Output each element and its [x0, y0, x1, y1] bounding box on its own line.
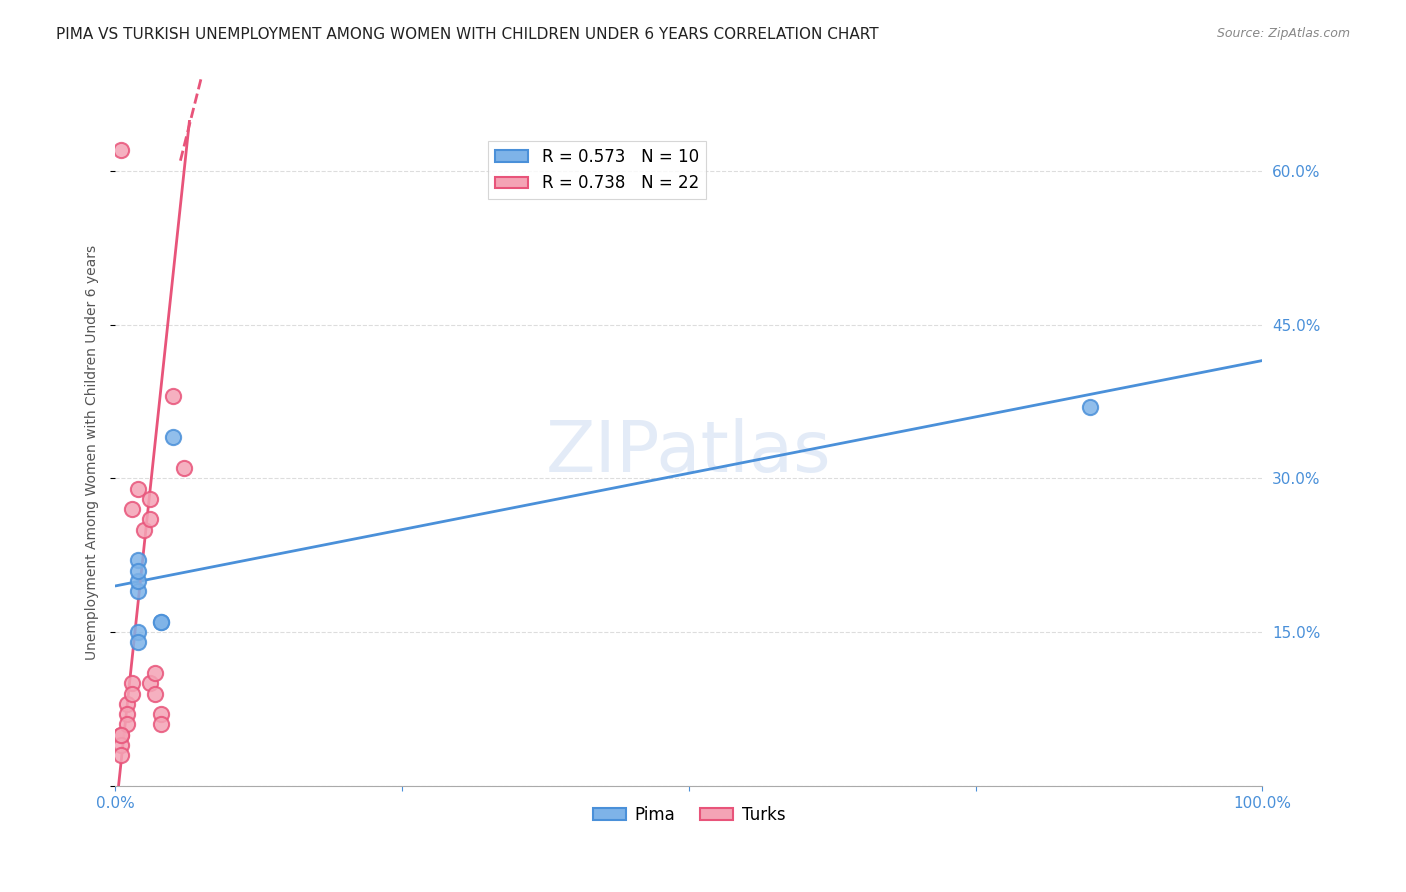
Text: ZIPatlas: ZIPatlas [546, 418, 832, 487]
Text: Source: ZipAtlas.com: Source: ZipAtlas.com [1216, 27, 1350, 40]
Point [162, 430, 184, 444]
Y-axis label: Unemployment Among Women with Children Under 6 years: Unemployment Among Women with Children U… [86, 245, 100, 660]
Point [138, 676, 160, 690]
Point [150, 615, 173, 629]
Point [173, 461, 195, 475]
Point [110, 738, 132, 752]
Point [150, 717, 173, 731]
Point [145, 666, 167, 681]
Point [138, 491, 160, 506]
Legend: Pima, Turks: Pima, Turks [586, 799, 792, 830]
Point [110, 144, 132, 158]
Point [138, 512, 160, 526]
Point [110, 747, 132, 762]
Point [1080, 400, 1102, 414]
Point [127, 635, 149, 649]
Point [110, 727, 132, 741]
Point [121, 502, 143, 516]
Point [127, 584, 149, 599]
Point [127, 482, 149, 496]
Point [121, 687, 143, 701]
Text: PIMA VS TURKISH UNEMPLOYMENT AMONG WOMEN WITH CHILDREN UNDER 6 YEARS CORRELATION: PIMA VS TURKISH UNEMPLOYMENT AMONG WOMEN… [56, 27, 879, 42]
Point [127, 574, 149, 588]
Point [127, 564, 149, 578]
Point [162, 389, 184, 403]
Point [145, 687, 167, 701]
Point [132, 523, 155, 537]
Point [115, 717, 138, 731]
Point [150, 615, 173, 629]
Point [115, 697, 138, 711]
Point [110, 727, 132, 741]
Point [127, 553, 149, 567]
Point [127, 625, 149, 640]
Point [115, 707, 138, 722]
Point [121, 676, 143, 690]
Point [150, 707, 173, 722]
